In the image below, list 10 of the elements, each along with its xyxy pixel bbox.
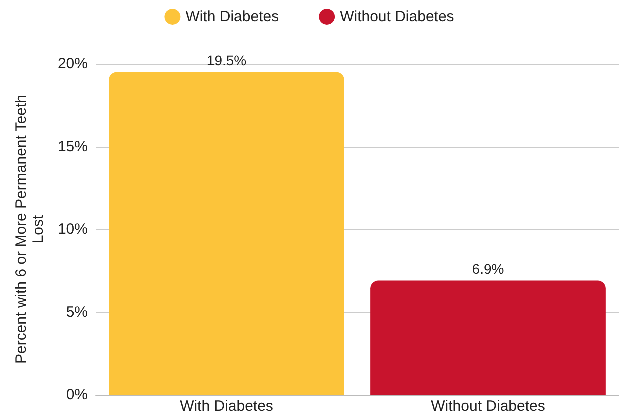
- y-tick-label: 20%: [58, 56, 88, 72]
- data-label: 19.5%: [206, 52, 247, 68]
- y-tick-label: 0%: [66, 386, 88, 404]
- y-tick-label: 10%: [58, 221, 88, 238]
- legend-label: With Diabetes: [186, 8, 280, 26]
- legend-label: Without Diabetes: [340, 8, 454, 26]
- y-tick-label: 15%: [58, 138, 88, 156]
- data-label: 6.9%: [472, 260, 504, 277]
- y-tick-label: 5%: [66, 304, 88, 321]
- y-axis-title: Percent with 6 or More Permanent Teeth Lost: [13, 94, 48, 364]
